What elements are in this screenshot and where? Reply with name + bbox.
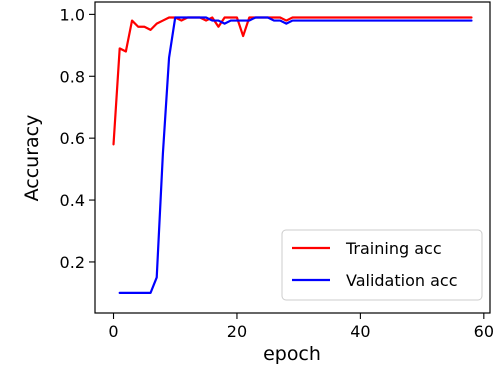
x-axis-label: epoch	[263, 343, 321, 365]
plot-frame	[94, 1, 491, 314]
y-axis-label: Accuracy	[21, 115, 43, 202]
legend-label-training: Training acc	[345, 239, 442, 258]
x-tick-label: 0	[108, 322, 118, 341]
legend-box	[281, 229, 483, 301]
training-acc-line	[112, 16, 473, 146]
y-tick-label: 0.6	[60, 129, 85, 148]
x-tick-label: 40	[350, 322, 370, 341]
series-lines	[112, 16, 473, 294]
axis-ticks: 0 20 40 60 0.2 0.4 0.6 0.8 1.0	[60, 5, 494, 341]
x-tick-label: 60	[474, 322, 494, 341]
legend-label-validation: Validation acc	[346, 271, 458, 290]
x-tick-label: 20	[227, 322, 247, 341]
legend: Training acc Validation acc	[281, 229, 483, 301]
validation-acc-line	[118, 16, 473, 294]
y-tick-label: 0.8	[60, 67, 85, 86]
y-tick-label: 0.4	[60, 191, 85, 210]
y-tick-label: 0.2	[60, 253, 85, 272]
y-tick-label: 1.0	[60, 5, 85, 24]
